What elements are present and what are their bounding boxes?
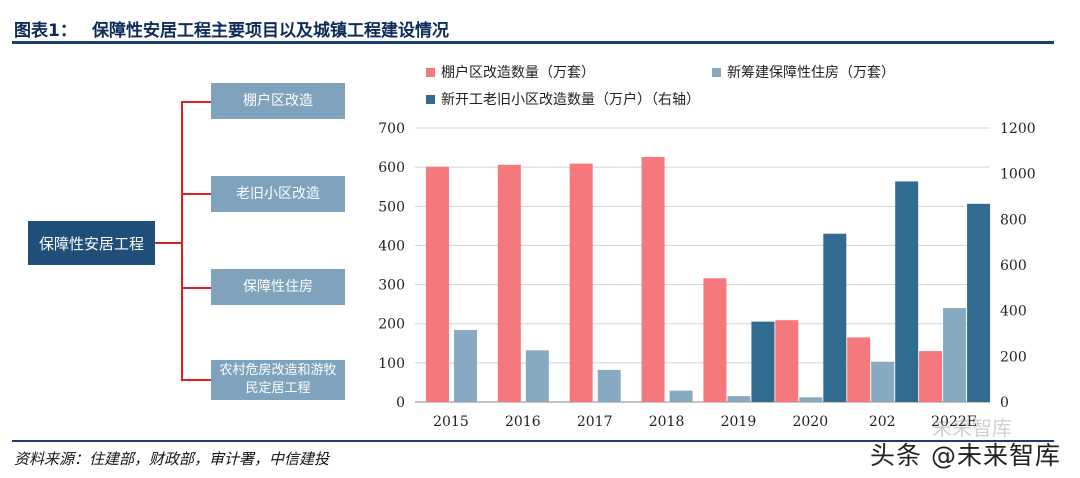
bar-affordable-2018 [669,390,693,402]
bar-shantytown-2017 [569,163,593,402]
diagram-node-shantytown: 棚户区改造 [211,83,345,119]
x-tick-label: 2018 [649,414,685,430]
bar-affordable-2015 [453,329,477,402]
connector-root-horizontal [155,242,182,244]
legend-item-shantytown: 棚户区改造数量（万套） [426,62,595,82]
y-right-tick-label: 800 [1000,212,1027,228]
diagram-node-rural-housing: 农村危房改造和游牧民定居工程 [211,360,345,400]
top-rule [12,41,1054,44]
figure-title: 保障性安居工程主要项目以及城镇工程建设情况 [92,21,449,41]
bar-shantytown-2021 [847,337,871,402]
legend-item-old-community: 新开工老旧小区改造数量（万户）（右轴） [426,89,700,109]
figure-label: 图表1： [14,21,77,41]
legend-swatch-affordable [712,67,721,77]
y-left-tick-label: 300 [378,278,405,294]
connector-child-3 [181,287,211,289]
x-tick-label: 2022E [931,414,977,430]
watermark-faint: 未来智库 [932,416,1012,440]
source-note: 资料来源：住建部，财政部，审计署，中信建投 [14,450,330,468]
bar-shantytown-2019 [703,278,727,402]
x-tick-label: 2016 [505,414,541,430]
y-left-tick-label: 600 [378,160,405,176]
bar-old-community-2022E [967,203,991,402]
y-right-tick-label: 600 [1000,258,1027,274]
connector-child-2 [181,193,211,195]
legend-item-affordable: 新筹建保障性住房（万套） [712,62,895,82]
x-tick-label: 2020 [792,414,828,430]
bar-old-community-2021 [895,181,919,402]
legend-label-old-community: 新开工老旧小区改造数量（万户）（右轴） [441,92,700,108]
bar-old-community-2020 [823,233,847,402]
connector-child-4 [181,379,211,381]
legend-label-affordable: 新筹建保障性住房（万套） [727,65,895,81]
watermark-text: 头条 @未来智库 [870,441,1061,470]
bar-affordable-2022E [943,308,967,402]
legend-swatch-old-community [426,94,435,104]
connector-vertical [181,101,183,380]
x-tick-label: 202 [869,414,896,430]
y-right-tick-label: 200 [1000,349,1027,365]
bar-affordable-2020 [799,397,823,402]
bar-old-community-2019 [751,321,775,402]
bar-affordable-2021 [871,361,895,402]
y-left-tick-label: 0 [396,395,405,411]
y-right-tick-label: 1200 [1000,121,1036,137]
y-left-tick-label: 500 [378,199,405,215]
connector-child-1 [181,101,211,103]
bar-shantytown-2020 [775,320,799,402]
y-left-tick-label: 200 [378,317,405,333]
diagram-node-affordable-housing: 保障性住房 [211,269,345,305]
bar-shantytown-2015 [425,166,449,402]
x-tick-label: 2019 [721,414,757,430]
y-right-tick-label: 1000 [1000,167,1036,183]
y-left-tick-label: 400 [378,238,405,254]
y-right-tick-label: 0 [1000,395,1009,411]
diagram-node-old-community: 老旧小区改造 [211,176,345,212]
bar-affordable-2016 [525,350,549,402]
bar-shantytown-2018 [641,156,665,402]
y-left-tick-label: 700 [378,121,405,137]
figure-header: 图表1： 保障性安居工程主要项目以及城镇工程建设情况 [14,8,1054,42]
bar-affordable-2017 [597,369,621,402]
legend-label-shantytown: 棚户区改造数量（万套） [441,65,595,81]
legend-swatch-shantytown [426,67,435,77]
y-right-tick-label: 400 [1000,304,1027,320]
y-left-tick-label: 100 [378,356,405,372]
bar-shantytown-2022E [919,351,943,402]
diagram-root-node: 保障性安居工程 [28,221,155,265]
x-tick-label: 2017 [577,414,613,430]
x-tick-label: 2015 [433,414,469,430]
bar-affordable-2019 [727,396,751,402]
bottom-rule [12,440,1054,442]
bar-shantytown-2016 [497,164,521,402]
